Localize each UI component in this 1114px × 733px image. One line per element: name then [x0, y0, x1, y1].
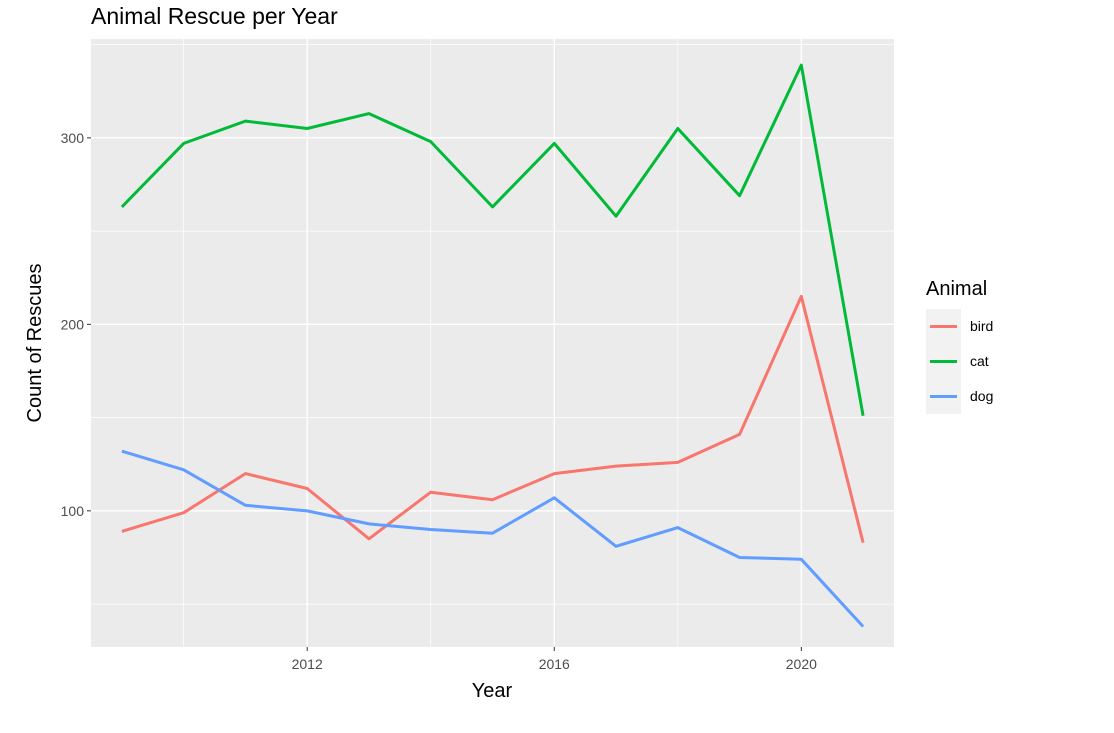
major-gridlines [91, 39, 894, 647]
legend-label-bird: bird [970, 318, 993, 334]
legend: Animal bird cat dog [926, 278, 993, 414]
chart-title: Animal Rescue per Year [91, 3, 338, 29]
y-tick-label: 200 [61, 316, 85, 332]
legend-title: Animal [926, 278, 987, 300]
x-tick-label: 2016 [539, 656, 570, 672]
plot-panel [91, 39, 894, 647]
legend-label-cat: cat [970, 353, 989, 369]
series-line-bird [121, 294, 865, 543]
y-tick-label: 300 [61, 130, 85, 146]
x-tick-label: 2020 [786, 656, 817, 672]
series-line-cat [120, 63, 865, 416]
y-axis-ticks: 100 200 300 [61, 130, 91, 519]
series-line-dog [121, 449, 865, 628]
series-lines [120, 63, 865, 628]
x-tick-label: 2012 [292, 656, 323, 672]
x-axis-title: Year [472, 680, 513, 702]
legend-label-dog: dog [970, 388, 993, 404]
x-axis-ticks: 2012 2016 2020 [292, 647, 817, 672]
y-axis-title: Count of Rescues [24, 264, 46, 423]
y-tick-label: 100 [61, 503, 85, 519]
